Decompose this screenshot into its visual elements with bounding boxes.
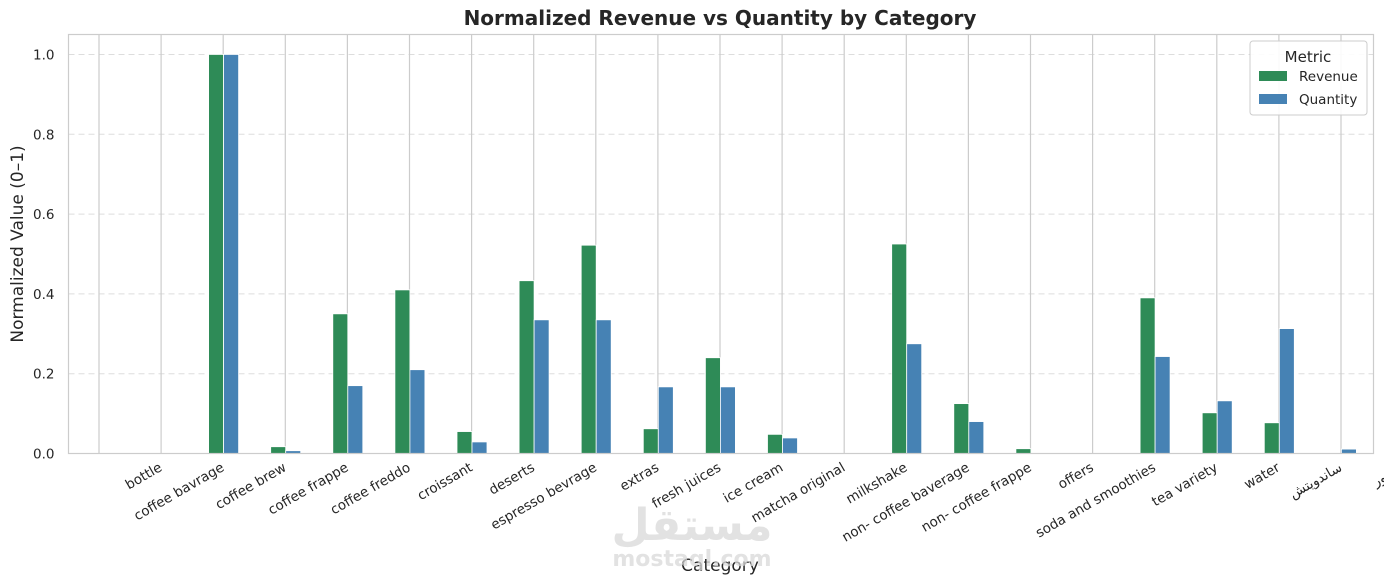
bar-revenue xyxy=(705,357,721,454)
legend-title: Metric xyxy=(1285,48,1332,66)
legend-swatch-revenue xyxy=(1259,71,1287,81)
bar-quantity xyxy=(471,441,488,454)
y-tick-label: 0.2 xyxy=(33,367,54,383)
x-tick-label: extras xyxy=(617,460,662,495)
y-tick-label: 0.6 xyxy=(33,207,54,223)
bar-revenue xyxy=(1139,297,1156,454)
bar-quantity xyxy=(782,437,798,454)
x-tick-label: tea variety xyxy=(1149,460,1221,511)
bar-quantity xyxy=(347,385,364,454)
y-tick-label: 0.4 xyxy=(33,287,54,303)
bar-quantity xyxy=(533,319,550,454)
chart-title: Normalized Revenue vs Quantity by Catego… xyxy=(464,6,977,30)
x-tick-label: non- coffee frappe xyxy=(919,460,1035,536)
bar-quantity xyxy=(223,54,240,454)
watermark-latin: mostaql.com xyxy=(612,547,771,572)
x-tick-label: water xyxy=(1241,459,1283,492)
bars xyxy=(208,54,1357,454)
x-tick-label: offers xyxy=(1055,460,1096,493)
y-tick-labels: 0.0 0.2 0.4 0.6 0.8 1.0 xyxy=(33,47,54,462)
y-tick-label: 1.0 xyxy=(33,47,54,63)
bar-revenue xyxy=(270,446,287,454)
watermark-arabic: مستقل xyxy=(612,500,773,551)
bar-revenue xyxy=(767,433,783,454)
legend: Metric Revenue Quantity xyxy=(1249,40,1368,116)
bar-quantity xyxy=(1216,400,1233,454)
bar-quantity xyxy=(595,319,612,454)
bar-revenue xyxy=(456,431,473,454)
bar-revenue xyxy=(518,280,535,454)
y-tick-label: 0.8 xyxy=(33,127,54,143)
x-tick-label: croissant xyxy=(415,460,476,504)
bar-revenue xyxy=(642,428,659,454)
bar-quantity xyxy=(1278,328,1295,454)
bar-quantity xyxy=(906,343,923,454)
bar-revenue xyxy=(208,54,225,454)
x-tick-label: سحور xyxy=(1369,460,1384,491)
bar-quantity xyxy=(968,421,985,454)
bar-revenue xyxy=(953,403,970,454)
bar-revenue xyxy=(580,244,597,454)
x-tick-label: bottle xyxy=(123,460,165,494)
x-tick-label: deserts xyxy=(486,460,537,499)
watermark: مستقل mostaql.com xyxy=(612,500,773,572)
x-tick-label: ساندويتش xyxy=(1287,460,1345,503)
bar-revenue xyxy=(1201,412,1218,454)
bar-quantity xyxy=(657,386,674,454)
x-tick-label: soda and smoothies xyxy=(1033,460,1159,542)
legend-label-revenue: Revenue xyxy=(1299,69,1358,85)
legend-swatch-quantity xyxy=(1259,94,1287,104)
bar-revenue xyxy=(332,313,349,454)
bar-revenue xyxy=(394,289,411,454)
bar-revenue xyxy=(1015,448,1032,454)
bar-quantity xyxy=(409,369,426,454)
bar-revenue xyxy=(891,243,908,454)
y-tick-label: 0.0 xyxy=(33,447,54,463)
x-axis-label: Category xyxy=(681,556,759,576)
x-tick-label: espresso bevrage xyxy=(488,460,600,534)
bar-quantity xyxy=(1154,356,1171,454)
legend-label-quantity: Quantity xyxy=(1299,92,1357,108)
y-axis-label: Normalized Value (0–1) xyxy=(8,145,28,342)
bar-quantity xyxy=(720,386,736,454)
plot-frame xyxy=(67,33,1375,455)
bar-revenue xyxy=(1263,422,1280,454)
bar-quantity xyxy=(1341,448,1357,454)
